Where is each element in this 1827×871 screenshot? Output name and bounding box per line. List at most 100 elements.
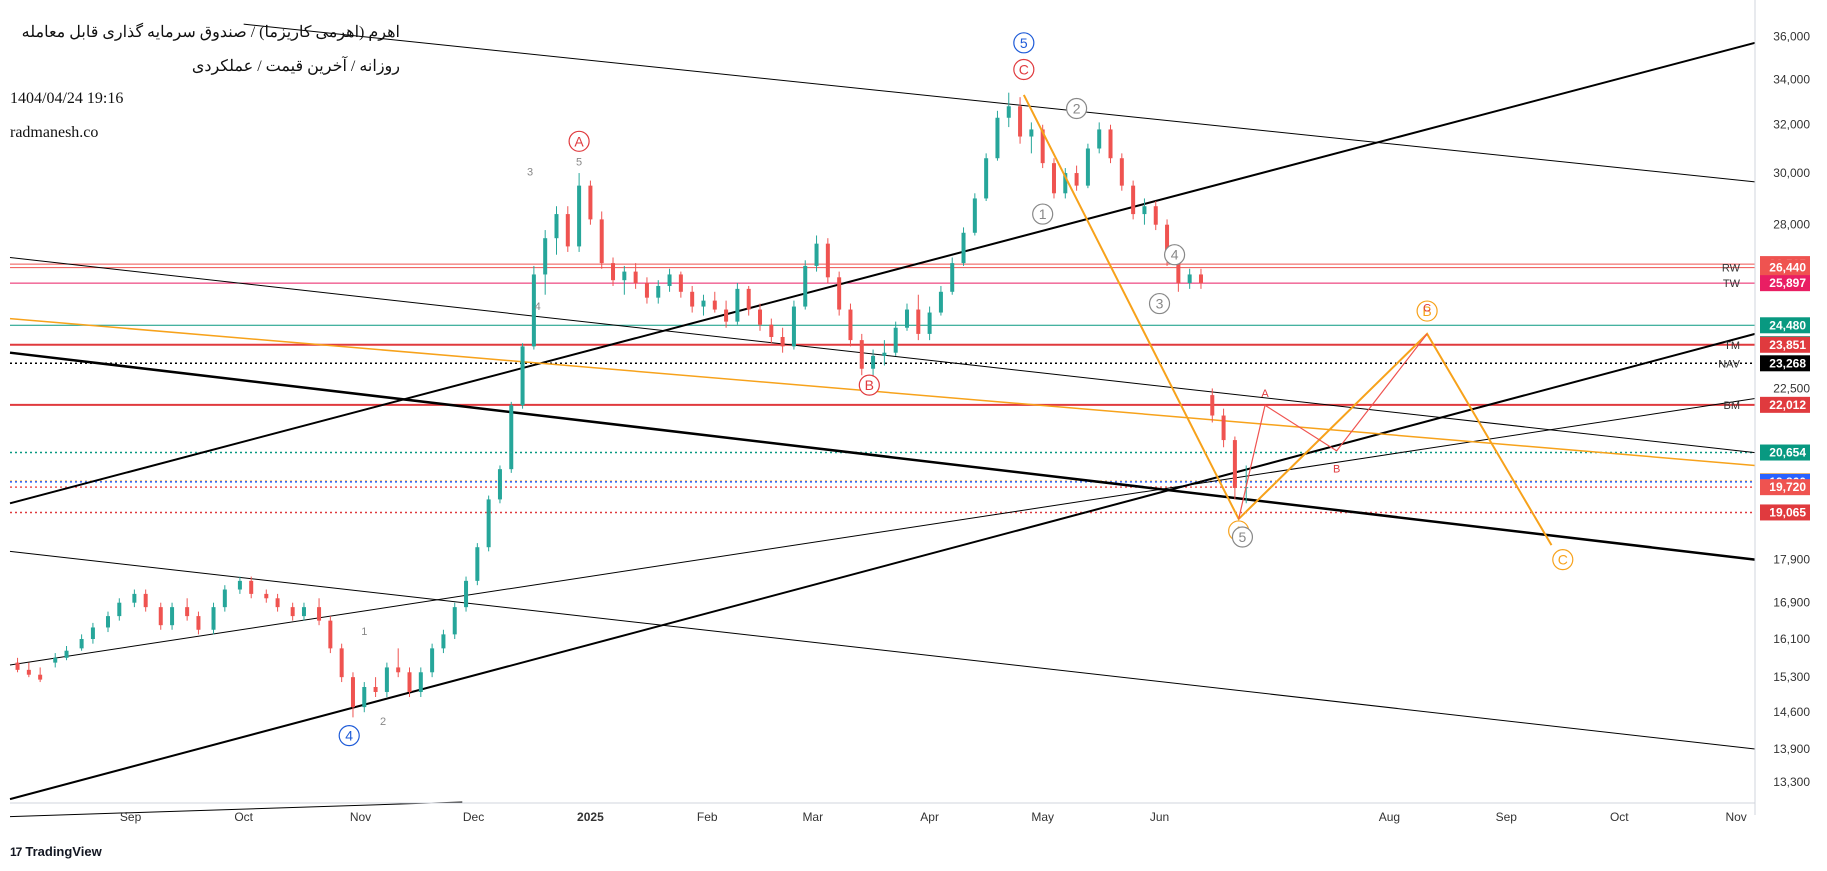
wave-label: C: [1558, 552, 1568, 568]
candle: [758, 303, 763, 331]
price-label-bg: [1760, 355, 1810, 372]
candle: [848, 303, 853, 347]
candle: [1029, 122, 1034, 154]
wave-label-circle: [568, 130, 590, 152]
candle: [290, 602, 295, 621]
projection-red: [1238, 333, 1428, 520]
candle-body: [464, 580, 469, 608]
wave-label: A: [1261, 388, 1269, 400]
candle: [222, 585, 227, 612]
wave-label: A: [574, 133, 584, 149]
candle: [143, 589, 148, 612]
candle-body: [1142, 206, 1147, 215]
price-label-bg: [1760, 275, 1810, 292]
wave-label-circle: [1416, 300, 1438, 322]
candle: [950, 257, 955, 295]
candle-body: [328, 620, 333, 649]
price-tick: 17,900: [1773, 553, 1810, 567]
candle-body: [565, 214, 570, 247]
price-label: 26,440: [1769, 261, 1806, 275]
candle: [1074, 165, 1079, 191]
candle-body: [972, 198, 977, 233]
price-tick: 34,000: [1773, 72, 1810, 86]
candle-body: [599, 219, 604, 264]
chart-subtitle: روزانه / آخرین قیمت / عملکردی: [191, 58, 400, 75]
candle-body: [1074, 173, 1079, 186]
axes: 36,000 34,000 32,000 30,000 28,000 22,500 17,9…: [10, 0, 1827, 871]
candle: [211, 602, 216, 635]
candle: [384, 662, 389, 697]
time-tick: Feb: [697, 810, 718, 824]
candle-body: [588, 185, 593, 220]
candle: [1097, 122, 1102, 154]
price-label: 23,851: [1769, 338, 1806, 352]
candle-body: [452, 607, 457, 635]
candle-body: [1108, 129, 1113, 159]
candle: [373, 677, 378, 697]
wave-label: 5: [1020, 35, 1028, 51]
time-tick: Dec: [463, 810, 484, 824]
candle: [1006, 92, 1011, 128]
wave-label-circle: [1032, 203, 1054, 225]
candle: [769, 318, 774, 344]
candle: [611, 257, 616, 286]
candle-body: [1006, 106, 1011, 118]
time-tick: Aug: [1379, 810, 1400, 824]
candle-body: [904, 309, 909, 328]
price-level-tag: NAV: [1718, 358, 1740, 370]
candle-body: [611, 263, 616, 281]
candle: [53, 653, 58, 668]
candle-body: [475, 547, 480, 581]
tradingview-logo[interactable]: 17 TradingView: [10, 844, 102, 859]
candle: [633, 263, 638, 289]
candle: [64, 646, 69, 661]
chart-title: اهرم (اهرمی کاریزما) / صندوق سرمایه گذار…: [21, 24, 400, 41]
time-tick: Sep: [1496, 810, 1518, 824]
candle: [339, 643, 344, 683]
wave-label-circle: [1065, 97, 1088, 120]
price-tick: 36,000: [1773, 30, 1810, 44]
candle-body: [667, 274, 672, 286]
candle: [117, 598, 122, 621]
trend-line: [9, 332, 1756, 801]
candle: [1131, 180, 1136, 220]
candle-body: [362, 687, 367, 708]
price-tick: 14,600: [1773, 705, 1810, 719]
candle: [667, 268, 672, 292]
candle-body: [871, 355, 876, 369]
candle-body: [249, 580, 254, 594]
tradingview-logo-text: TradingView: [25, 844, 102, 859]
candle: [701, 294, 706, 316]
candle: [475, 543, 480, 586]
candle-body: [301, 607, 306, 617]
wave-label: 4: [345, 728, 353, 744]
candle-body: [143, 593, 148, 608]
time-tick: Mar: [802, 810, 823, 824]
candle-body: [185, 607, 190, 617]
candle: [1198, 268, 1203, 289]
time-tick: Apr: [920, 810, 939, 824]
candle: [972, 193, 977, 236]
candle: [1142, 198, 1147, 225]
price-tick: 30,000: [1773, 166, 1810, 180]
wave-label-circle: [1148, 292, 1171, 315]
candle: [577, 173, 582, 252]
trend-line: [9, 550, 1756, 750]
candle: [38, 667, 43, 683]
candle-body: [622, 271, 627, 281]
wave-label-circle: [1552, 549, 1574, 571]
horizontal-levels: [10, 263, 1755, 514]
candle-body: [1029, 129, 1034, 137]
wave-projections: [1022, 94, 1553, 546]
candle-body: [90, 627, 95, 640]
candle-body: [1153, 206, 1158, 225]
wave-label: 5: [576, 157, 582, 169]
candle-body: [317, 607, 322, 621]
candle-body: [531, 274, 536, 347]
wave-label: C: [1423, 303, 1431, 315]
candle-body: [1018, 106, 1023, 137]
candle-body: [701, 300, 706, 307]
candle: [170, 602, 175, 630]
price-tick: 13,300: [1773, 775, 1810, 789]
